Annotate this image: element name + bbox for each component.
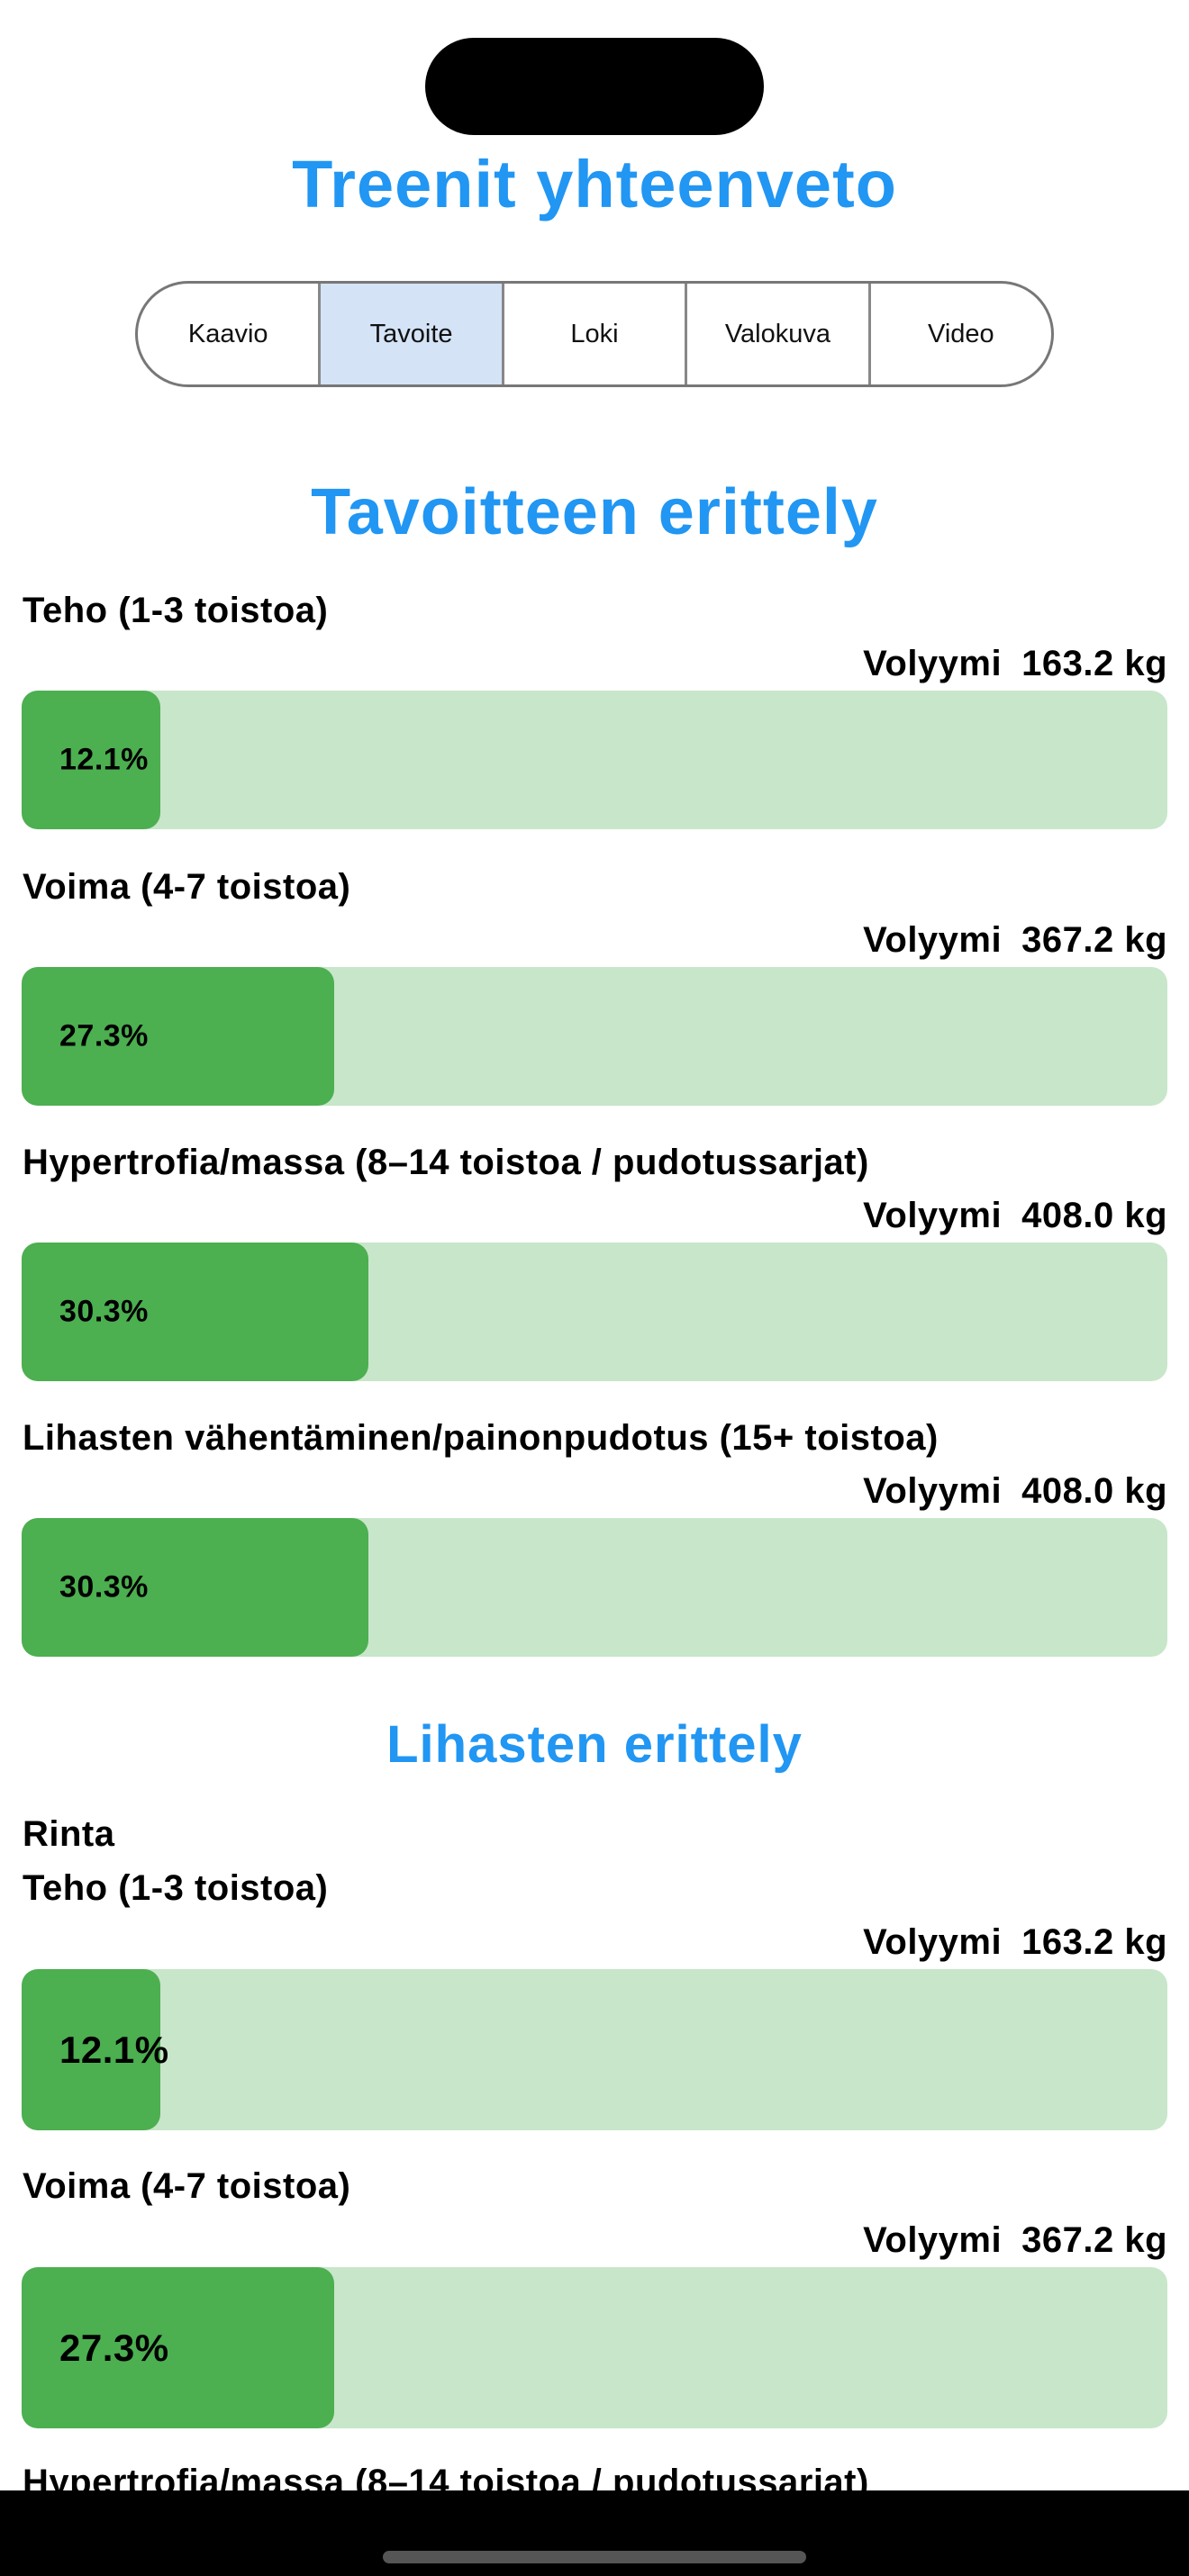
progress-percent: 27.3%: [59, 2326, 169, 2369]
volume-label: Volyymi: [863, 920, 1003, 960]
volume-label: Volyymi: [863, 1471, 1003, 1511]
view-segmented-control: Kaavio Tavoite Loki Valokuva Video: [135, 281, 1054, 387]
progress-percent: 27.3%: [59, 1018, 149, 1053]
tab-loki[interactable]: Loki: [504, 284, 688, 384]
muscle-breakdown-title: Lihasten erittely: [386, 1715, 803, 1774]
volume-label: Volyymi: [863, 644, 1003, 683]
muscle-row-label: Voima (4-7 toistoa): [23, 2166, 351, 2206]
progress-fill: [22, 1969, 160, 2130]
volume-value: 408.0 kg: [1021, 1471, 1167, 1511]
volume-label: Volyymi: [863, 2220, 1003, 2260]
muscle-row-label: Teho (1-3 toistoa): [23, 1868, 329, 1908]
volume-readout: Volyymi 367.2 kg: [863, 2219, 1167, 2262]
volume-value: 163.2 kg: [1021, 644, 1167, 683]
volume-value: 408.0 kg: [1021, 1196, 1167, 1235]
progress-bar: 30.3%: [22, 1243, 1167, 1381]
progress-fill: [22, 1243, 369, 1381]
progress-percent: 30.3%: [59, 1294, 149, 1329]
tab-valokuva[interactable]: Valokuva: [687, 284, 871, 384]
volume-readout: Volyymi 408.0 kg: [863, 1194, 1167, 1237]
home-indicator[interactable]: [383, 2551, 806, 2563]
progress-fill: [22, 2267, 335, 2428]
goal-row-label: Lihasten vähentäminen/painonpudotus (15+…: [23, 1418, 939, 1458]
volume-readout: Volyymi 367.2 kg: [863, 918, 1167, 962]
progress-fill: [22, 691, 160, 829]
progress-fill: [22, 967, 335, 1106]
volume-label: Volyymi: [863, 1922, 1003, 1962]
page-title: Treenit yhteenveto: [292, 147, 897, 221]
volume-value: 367.2 kg: [1021, 920, 1167, 960]
volume-readout: Volyymi 163.2 kg: [863, 642, 1167, 685]
goal-row-label: Hypertrofia/massa (8–14 toistoa / pudotu…: [23, 1143, 869, 1182]
tab-tavoite[interactable]: Tavoite: [321, 284, 504, 384]
progress-bar: 30.3%: [22, 1518, 1167, 1657]
volume-value: 367.2 kg: [1021, 2220, 1167, 2260]
progress-bar: 12.1%: [22, 1969, 1167, 2130]
goal-breakdown-title: Tavoitteen erittely: [311, 476, 878, 548]
progress-bar: 12.1%: [22, 691, 1167, 829]
tab-kaavio[interactable]: Kaavio: [138, 284, 322, 384]
goal-row-label: Teho (1-3 toistoa): [23, 591, 329, 630]
progress-percent: 12.1%: [59, 2028, 169, 2071]
progress-percent: 30.3%: [59, 1569, 149, 1604]
progress-fill: [22, 1518, 369, 1657]
volume-readout: Volyymi 163.2 kg: [863, 1921, 1167, 1964]
progress-bar: 27.3%: [22, 2267, 1167, 2428]
volume-label: Volyymi: [863, 1196, 1003, 1235]
progress-bar: 27.3%: [22, 967, 1167, 1106]
progress-percent: 12.1%: [59, 742, 149, 777]
volume-value: 163.2 kg: [1021, 1922, 1167, 1962]
volume-readout: Volyymi 408.0 kg: [863, 1469, 1167, 1513]
tab-video[interactable]: Video: [928, 319, 994, 348]
goal-row-label: Voima (4-7 toistoa): [23, 867, 351, 907]
muscle-group-name: Rinta: [23, 1814, 115, 1854]
dynamic-island: [425, 38, 764, 135]
